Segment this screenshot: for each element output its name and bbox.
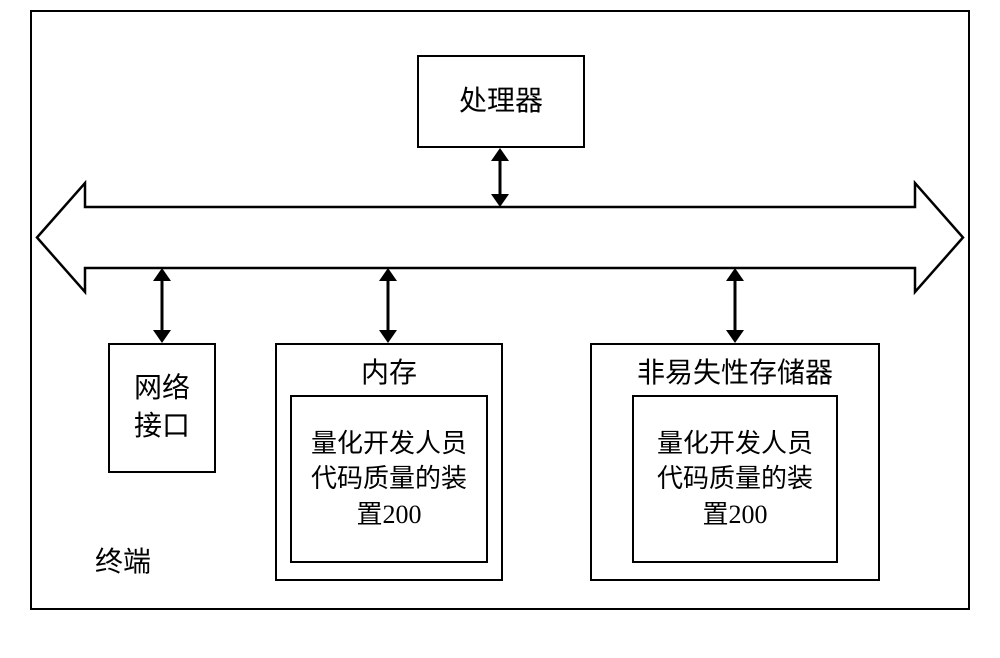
processor-label: 处理器 bbox=[459, 83, 543, 121]
nvstorage-inner-box: 量化开发人员 代码质量的装 置200 bbox=[632, 395, 838, 563]
nvstorage-inner-line3: 置200 bbox=[657, 497, 813, 532]
nvstorage-inner-label: 量化开发人员 代码质量的装 置200 bbox=[657, 426, 813, 531]
terminal-label: 终端 bbox=[95, 540, 151, 580]
memory-inner-line2: 代码质量的装 bbox=[311, 461, 467, 496]
network-interface-box: 网络 接口 bbox=[108, 343, 216, 473]
nvstorage-inner-line2: 代码质量的装 bbox=[657, 461, 813, 496]
memory-inner-box: 量化开发人员 代码质量的装 置200 bbox=[290, 395, 488, 563]
network-interface-label-line1: 网络 bbox=[134, 370, 190, 408]
processor-box: 处理器 bbox=[417, 55, 585, 148]
memory-inner-label: 量化开发人员 代码质量的装 置200 bbox=[311, 426, 467, 531]
bus-label: 内部总线 bbox=[440, 225, 552, 265]
network-interface-label: 网络 接口 bbox=[134, 370, 190, 446]
nvstorage-inner-line1: 量化开发人员 bbox=[657, 426, 813, 461]
memory-inner-line3: 置200 bbox=[311, 497, 467, 532]
nvstorage-title: 非易失性存储器 bbox=[592, 355, 878, 393]
memory-inner-line1: 量化开发人员 bbox=[311, 426, 467, 461]
diagram-canvas: 终端 处理器 网络 接口 内存 量化开发人员 代码质量的装 置200 非易失性存… bbox=[0, 0, 1000, 658]
network-interface-label-line2: 接口 bbox=[134, 408, 190, 446]
memory-title: 内存 bbox=[277, 355, 501, 393]
